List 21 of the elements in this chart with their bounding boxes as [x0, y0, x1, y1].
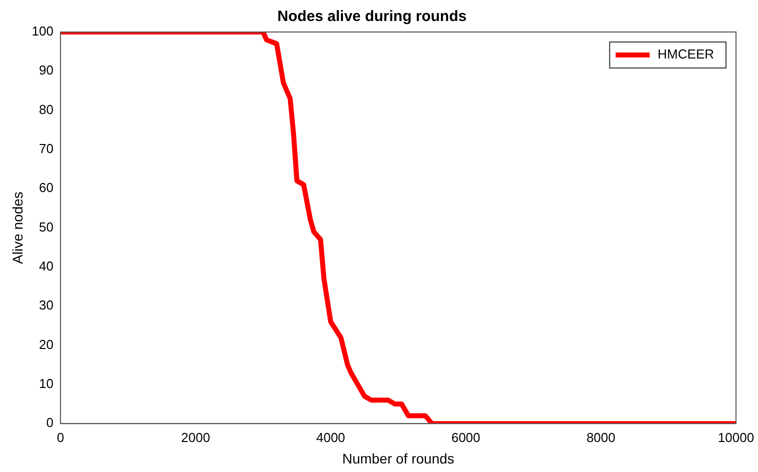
x-tick-label: 10000: [718, 430, 754, 445]
y-tick-label: 20: [39, 336, 54, 352]
y-tick-label: 90: [39, 62, 54, 78]
y-tick-label: 40: [39, 258, 54, 274]
y-tick-label: 60: [39, 180, 54, 196]
y-tick-label: 70: [39, 141, 54, 156]
x-tick-label: 2000: [181, 430, 210, 445]
y-tick-label: 100: [32, 24, 54, 39]
chart-title: Nodes alive during rounds: [277, 8, 467, 26]
y-tick-label: 0: [46, 415, 54, 430]
y-tick-label: 10: [39, 376, 54, 392]
y-tick-label: 80: [39, 102, 54, 117]
x-tick-label: 4000: [316, 430, 346, 445]
y-axis-title: Alive nodes: [9, 192, 26, 264]
x-tick-label: 0: [56, 430, 64, 445]
x-axis-title: Number of rounds: [342, 450, 454, 466]
x-tick-label: 8000: [586, 430, 616, 445]
y-tick-label: 30: [39, 298, 54, 313]
y-tick-label: 50: [39, 219, 54, 234]
legend-label: HMCEER: [658, 46, 714, 62]
x-tick-label: 6000: [451, 430, 480, 445]
